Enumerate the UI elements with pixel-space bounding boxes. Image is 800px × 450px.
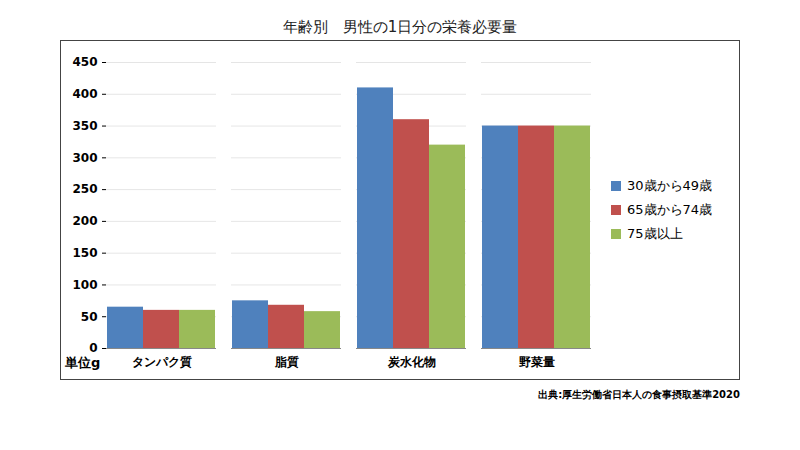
svg-text:タンパク質: タンパク質 — [132, 355, 192, 369]
svg-text:50: 50 — [81, 310, 98, 324]
svg-text:150: 150 — [72, 246, 97, 260]
svg-text:0: 0 — [89, 341, 97, 355]
svg-text:炭水化物: 炭水化物 — [387, 355, 436, 369]
html-text:75歳以上: 75歳以上 — [627, 226, 683, 241]
html-text:単位g: 単位g — [65, 355, 101, 370]
svg-text:脂質: 脂質 — [274, 355, 299, 369]
svg-text:350: 350 — [72, 119, 97, 133]
svg-text:200: 200 — [72, 214, 97, 228]
svg-text:野菜量: 野菜量 — [519, 355, 555, 369]
svg-text:100: 100 — [72, 278, 97, 292]
svg-text:400: 400 — [72, 87, 97, 101]
html-text:年齢別 男性の1日分の栄養必要量: 年齢別 男性の1日分の栄養必要量 — [282, 18, 518, 36]
svg-text:250: 250 — [72, 182, 97, 196]
html-text:30歳から49歳: 30歳から49歳 — [627, 178, 713, 193]
html-text:65歳から74歳: 65歳から74歳 — [627, 202, 713, 217]
svg-text:300: 300 — [72, 151, 97, 165]
html-text:出典:厚生労働省日本人の食事摂取基準2020: 出典:厚生労働省日本人の食事摂取基準2020 — [538, 389, 740, 400]
svg-text:450: 450 — [72, 55, 97, 69]
